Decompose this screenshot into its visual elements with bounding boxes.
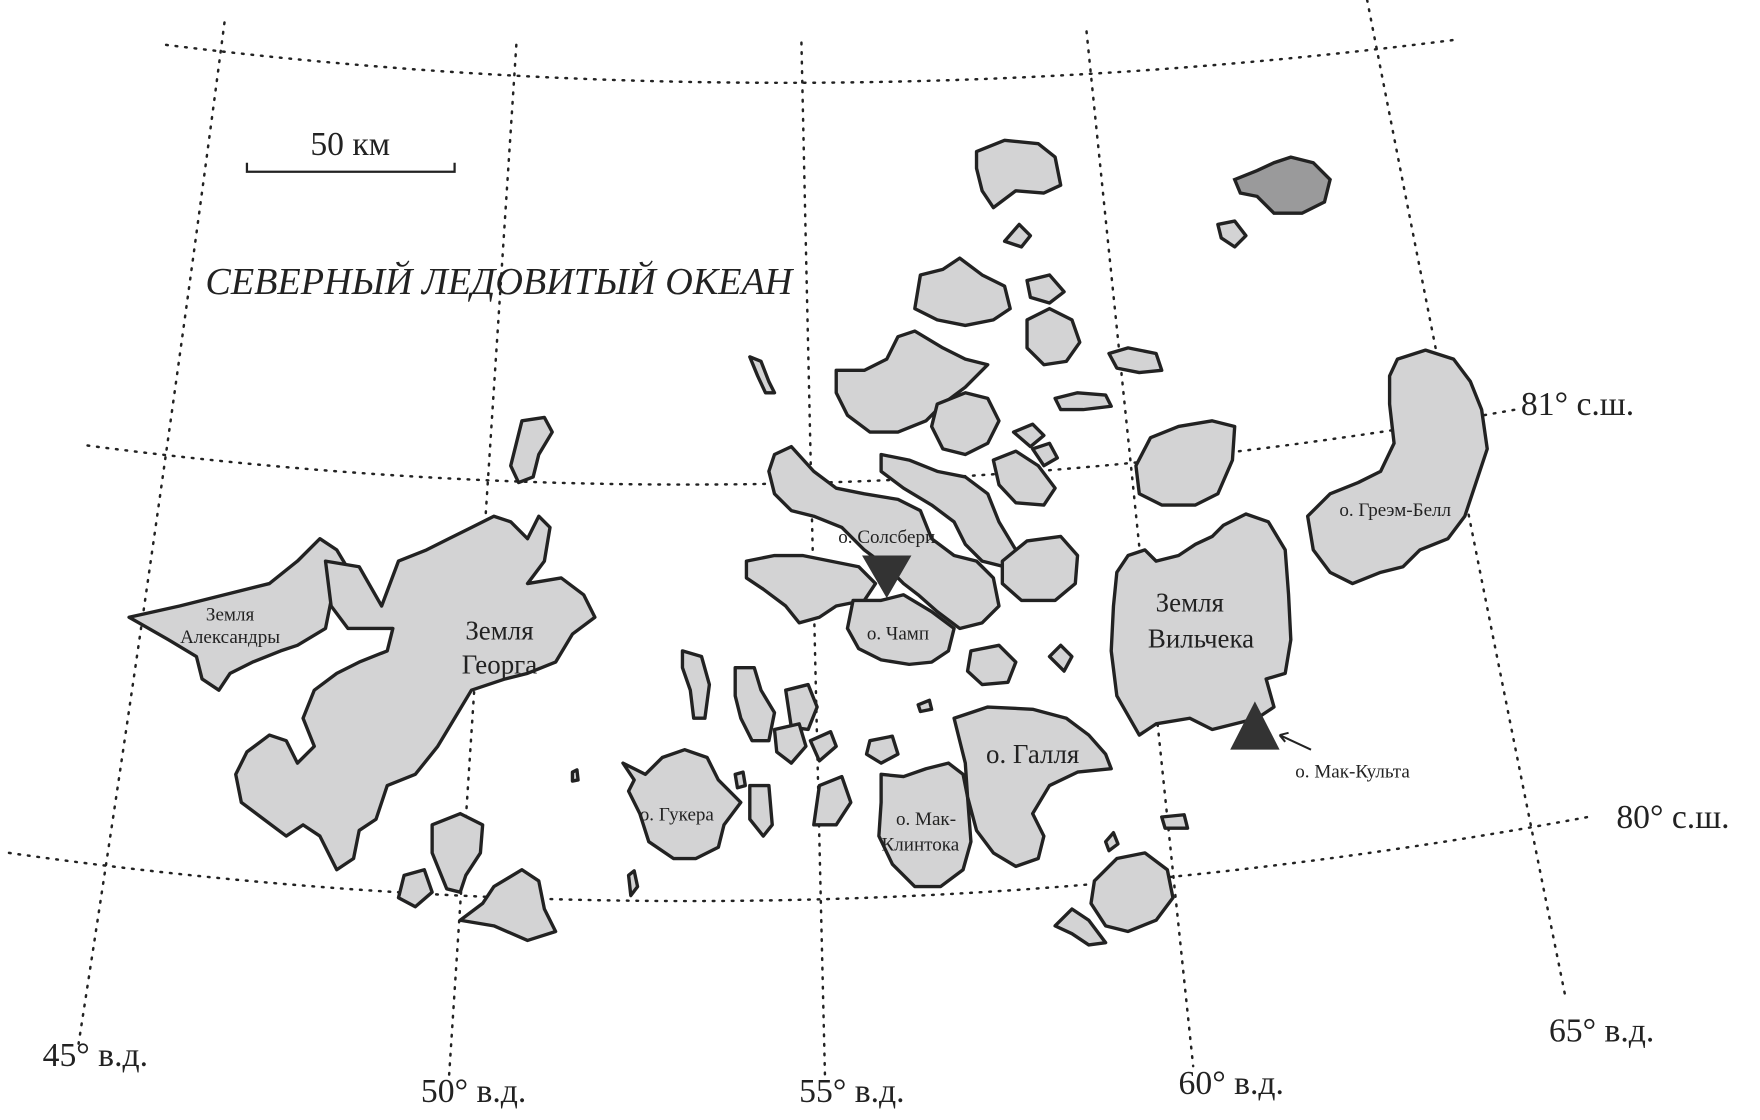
island-m-3 <box>1030 441 1060 468</box>
meridian-65 <box>1365 0 1568 1001</box>
island-small-5 <box>680 649 712 720</box>
island-small-4 <box>396 868 434 909</box>
island-n-4 <box>913 256 1012 328</box>
island-s-3 <box>1160 813 1190 830</box>
scale-bar-label: 50 км <box>310 126 390 163</box>
label-george-2: Георга <box>462 649 537 679</box>
island-small-12 <box>864 734 900 765</box>
island-e-1 <box>1134 419 1237 507</box>
label-george-1: Земля <box>465 616 533 646</box>
island-champ <box>845 593 956 667</box>
parallel-81-label: 81° с.ш. <box>1521 386 1634 423</box>
label-champ: о. Чамп <box>867 624 929 645</box>
island-w-tiny <box>570 768 580 783</box>
meridian-45 <box>77 21 226 1045</box>
parallel-top <box>164 38 1461 85</box>
island-graham-bell <box>1305 348 1489 586</box>
island-dark <box>1232 155 1332 215</box>
island-small-8 <box>748 783 774 838</box>
meridian-60 <box>1085 30 1195 1068</box>
scale-bar-line <box>245 162 456 173</box>
meridian-50-label: 50° в.д. <box>421 1073 526 1110</box>
island-n-9 <box>748 355 777 395</box>
meridian-60-label: 60° в.д. <box>1179 1065 1284 1102</box>
label-mcculloch: о. Мак-Культа <box>1295 762 1410 783</box>
island-m-2 <box>1011 422 1046 449</box>
island-m-5 <box>1107 346 1164 375</box>
island-hooker <box>621 747 743 861</box>
island-n-8 <box>1025 273 1066 305</box>
island-labels: Земля Александры Земля Георга о. Солсбер… <box>180 500 1451 855</box>
label-mcclintock-2: Клинтока <box>882 835 960 856</box>
label-mcclintock-1: о. Мак- <box>896 809 956 830</box>
meridian-65-label: 65° в.д. <box>1549 1012 1654 1049</box>
parallel-80 <box>7 814 1596 903</box>
island-small-10 <box>772 722 808 765</box>
island-wilczek <box>1109 512 1293 737</box>
island-hall <box>952 705 1113 869</box>
islands <box>127 138 1489 947</box>
island-m-8 <box>1047 643 1074 673</box>
island-george <box>234 514 597 872</box>
island-small-3 <box>458 868 558 943</box>
island-n-7 <box>1025 306 1082 367</box>
label-wilczek-2: Вильчека <box>1148 624 1254 654</box>
island-small-6 <box>733 666 777 743</box>
parallel-80-label: 80° с.ш. <box>1616 799 1729 836</box>
meridian-55 <box>800 41 827 1079</box>
island-m-7 <box>965 643 1018 687</box>
label-alexandra-2: Александры <box>180 627 280 648</box>
ocean-label: СЕВЕРНЫЙ ЛЕДОВИТЫЙ ОКЕАН <box>205 260 794 303</box>
label-graham-bell: о. Греэм-Белл <box>1339 500 1451 521</box>
label-wilczek-1: Земля <box>1156 588 1224 618</box>
island-s-1 <box>1089 851 1175 934</box>
label-hooker: о. Гукера <box>640 804 715 825</box>
label-hall: о. Галля <box>986 739 1079 769</box>
island-m-1 <box>991 449 1057 507</box>
triangle-up-marker <box>1230 701 1280 750</box>
island-small-2 <box>430 811 485 894</box>
island-n-5 <box>974 138 1063 210</box>
island-m-9 <box>916 698 934 714</box>
island-n-1 <box>834 329 990 434</box>
island-m-4 <box>1053 391 1113 412</box>
label-alexandra-1: Земля <box>206 605 255 626</box>
scale-bar: 50 км <box>245 126 456 173</box>
island-alexandra <box>127 536 356 692</box>
island-small-11 <box>808 730 838 763</box>
island-west-salisbury <box>744 553 878 625</box>
island-small-9 <box>812 774 853 827</box>
triangle-down-marker <box>862 555 912 599</box>
island-s-2 <box>1053 907 1108 947</box>
island-mcclintock <box>877 761 973 889</box>
island-w-tiny-3 <box>733 770 747 790</box>
island-m-6 <box>1000 534 1080 603</box>
label-salisbury: о. Солсбери <box>838 527 935 548</box>
island-small-7 <box>784 682 819 732</box>
markers <box>862 555 1312 751</box>
island-small-1 <box>509 415 554 485</box>
island-s-4 <box>1103 831 1120 853</box>
meridian-45-label: 45° в.д. <box>43 1037 148 1074</box>
island-salisbury <box>767 444 1001 631</box>
island-ne-small <box>1216 219 1248 249</box>
island-w-tiny-2 <box>626 869 640 898</box>
island-n-6 <box>1002 222 1033 249</box>
island-n-2 <box>929 391 1001 457</box>
meridian-55-label: 55° в.д. <box>799 1073 904 1110</box>
arrow-icon <box>1278 731 1312 751</box>
